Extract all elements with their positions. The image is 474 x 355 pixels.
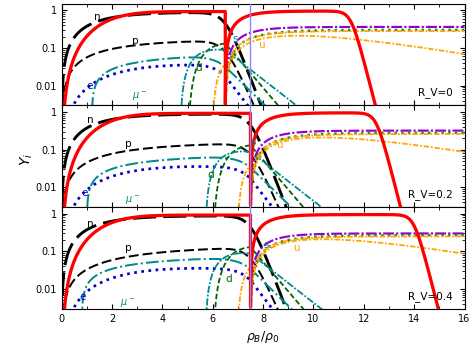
Text: p: p bbox=[125, 244, 131, 253]
Text: n: n bbox=[87, 115, 93, 125]
Text: $Y_i$: $Y_i$ bbox=[19, 153, 36, 166]
Text: u: u bbox=[293, 244, 300, 253]
Text: R_V=0.2: R_V=0.2 bbox=[408, 189, 452, 200]
Text: e: e bbox=[79, 293, 86, 302]
Text: p: p bbox=[125, 139, 131, 149]
Text: $\mu^-$: $\mu^-$ bbox=[119, 297, 135, 310]
Text: s: s bbox=[233, 34, 238, 44]
Text: s: s bbox=[263, 240, 269, 250]
Text: n: n bbox=[87, 219, 93, 229]
Text: p: p bbox=[132, 36, 139, 45]
Text: d: d bbox=[195, 62, 202, 72]
Text: u: u bbox=[258, 40, 264, 50]
Text: R_V=0: R_V=0 bbox=[418, 87, 452, 98]
Text: s: s bbox=[250, 137, 256, 147]
X-axis label: $\rho_B/\rho_0$: $\rho_B/\rho_0$ bbox=[246, 329, 280, 345]
Text: e: e bbox=[82, 188, 88, 198]
Text: R_V=0.4: R_V=0.4 bbox=[408, 291, 452, 302]
Text: n: n bbox=[94, 12, 101, 22]
Text: $\mu^-$: $\mu^-$ bbox=[132, 90, 147, 103]
Text: d: d bbox=[225, 274, 232, 284]
Text: u: u bbox=[276, 140, 283, 150]
Text: e: e bbox=[87, 81, 93, 91]
Text: $\mu^-$: $\mu^-$ bbox=[125, 194, 140, 207]
Text: d: d bbox=[208, 170, 214, 180]
